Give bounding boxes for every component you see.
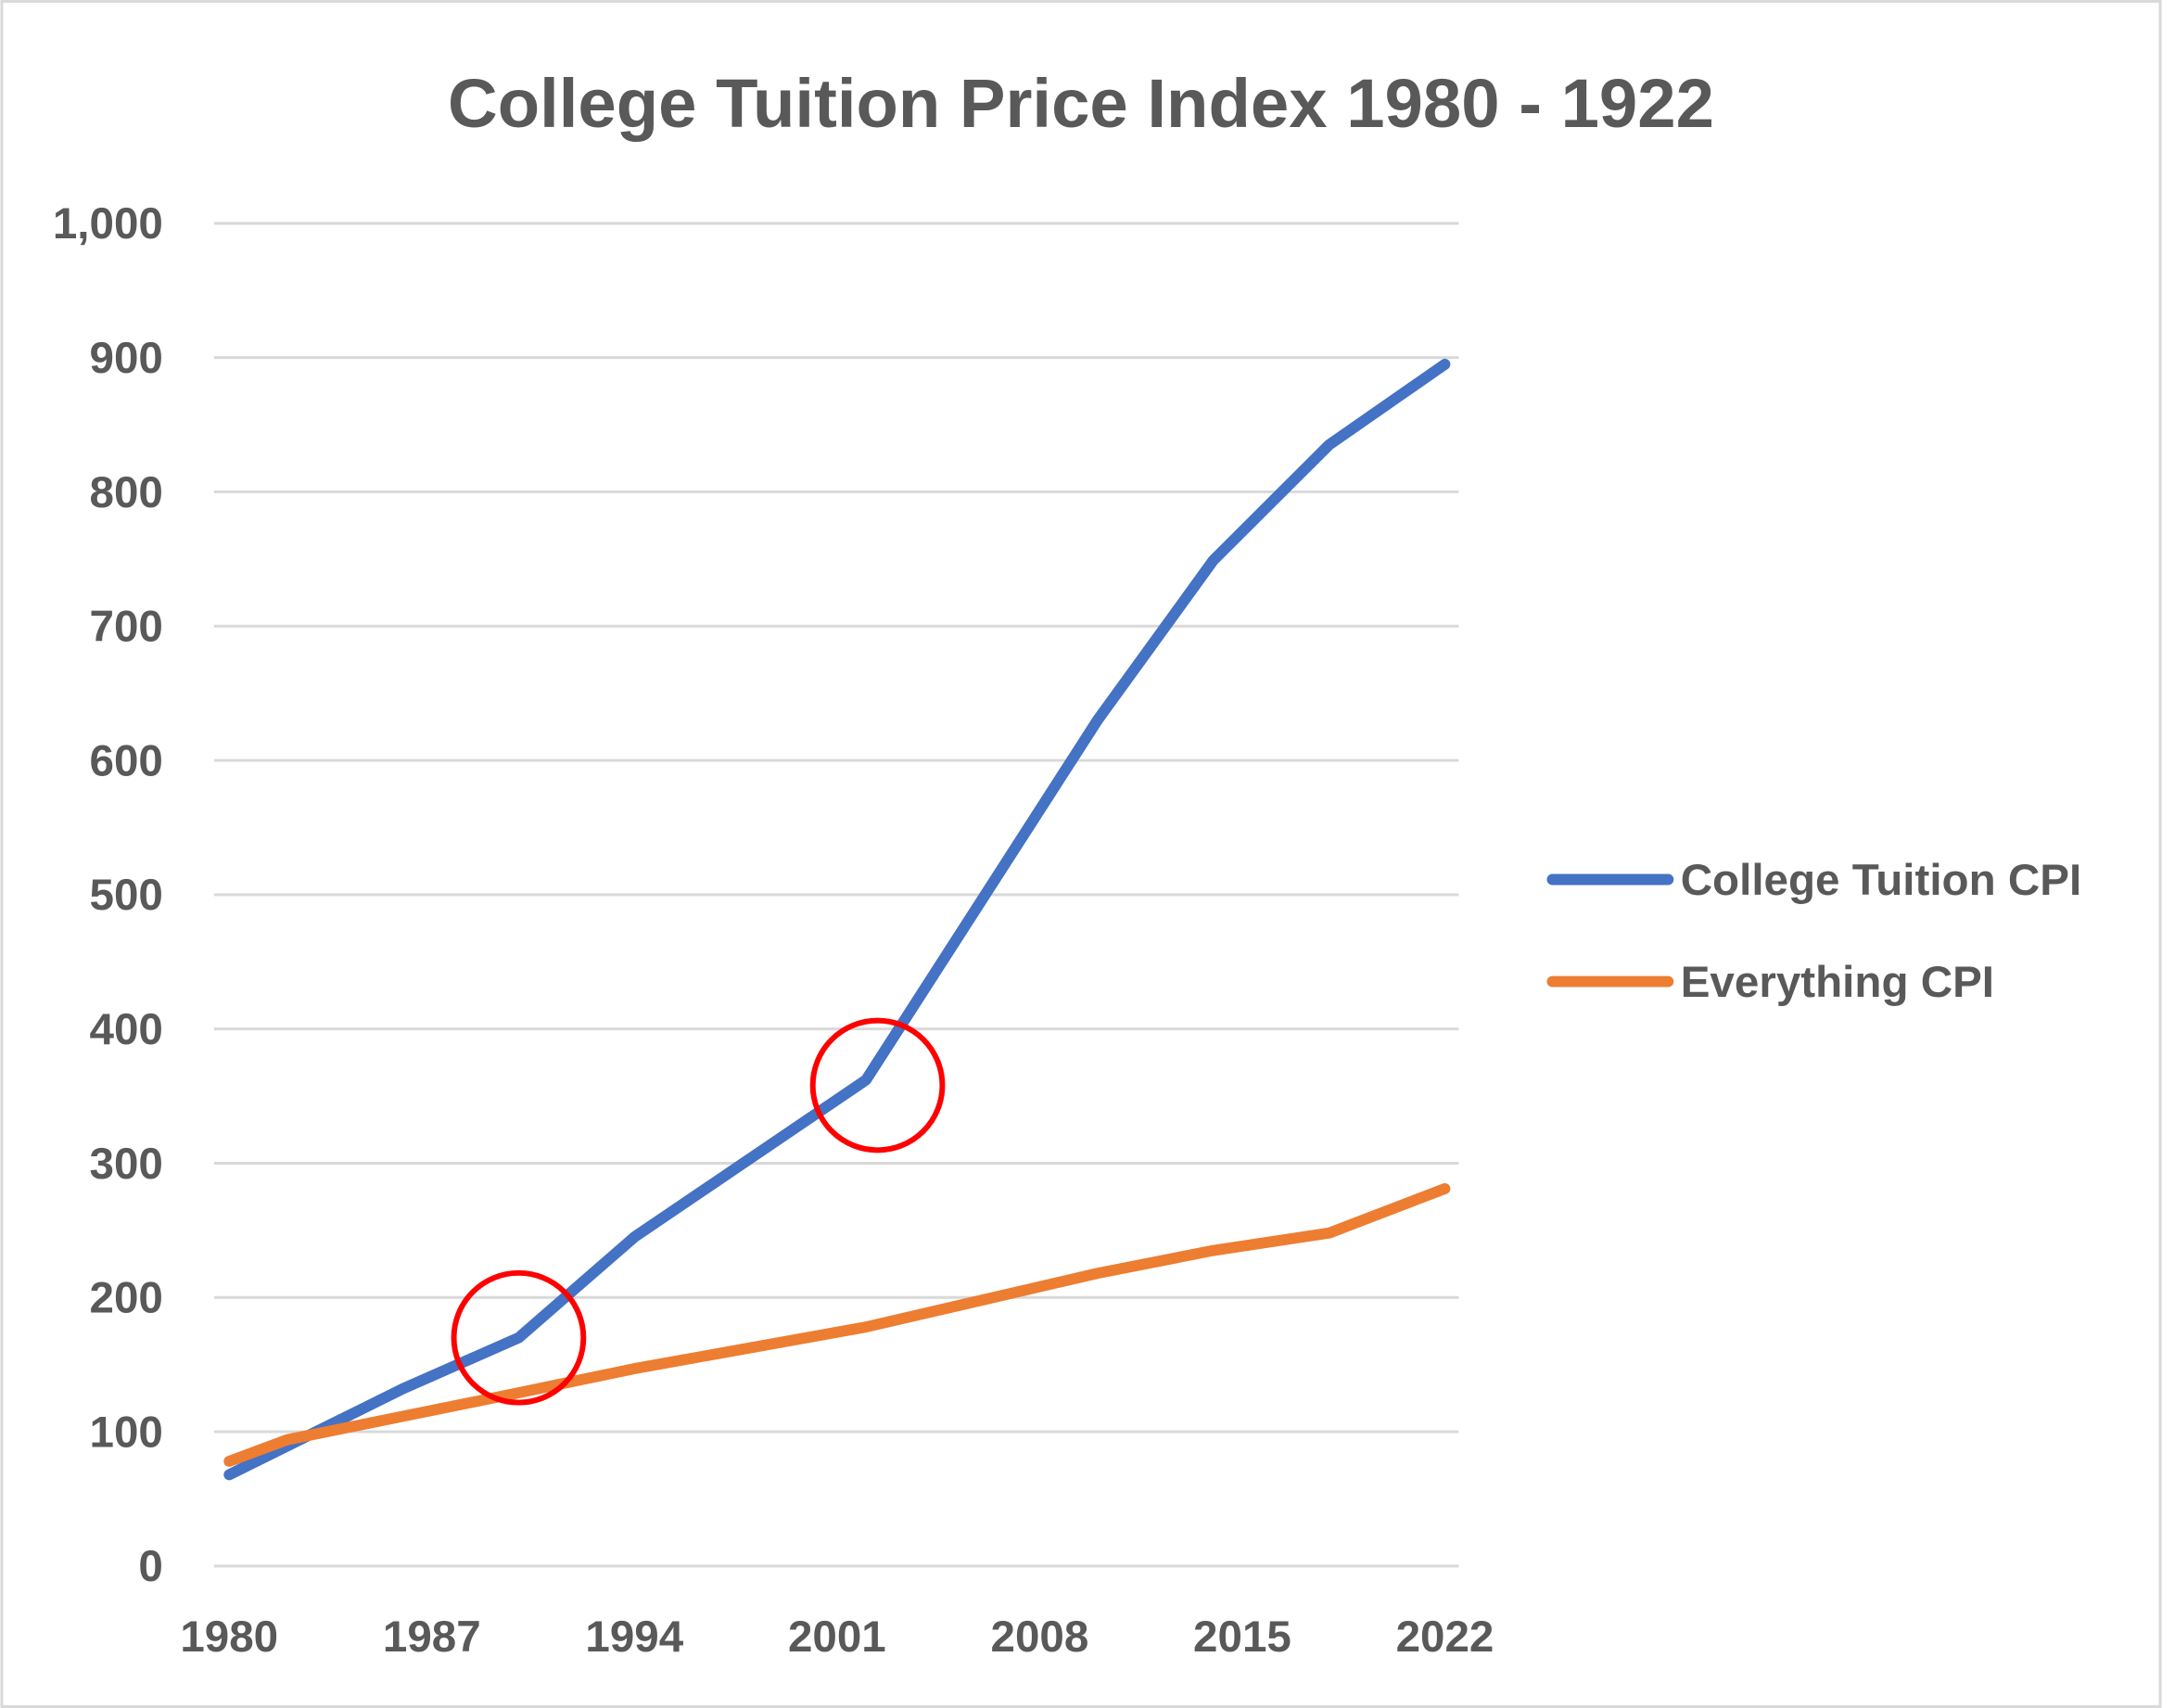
legend-label: Everything CPI bbox=[1681, 958, 1994, 1007]
x-tick-label: 2022 bbox=[1396, 1612, 1494, 1662]
x-tick-label: 2008 bbox=[990, 1612, 1088, 1662]
y-tick-label: 300 bbox=[90, 1140, 163, 1189]
series-line-2 bbox=[223, 1183, 1451, 1467]
x-tick-label: 1994 bbox=[585, 1612, 683, 1662]
y-tick-label: 700 bbox=[90, 603, 163, 652]
series-line-1 bbox=[223, 358, 1451, 1481]
x-tick-label: 1980 bbox=[180, 1612, 278, 1662]
y-tick-label: 100 bbox=[90, 1408, 163, 1457]
y-tick-label: 800 bbox=[90, 468, 163, 517]
y-tick-label: 1,000 bbox=[53, 199, 163, 249]
x-tick-label: 2015 bbox=[1193, 1612, 1291, 1662]
y-tick-label: 500 bbox=[90, 871, 163, 920]
annotation-circle bbox=[451, 1269, 587, 1406]
y-tick-label: 600 bbox=[90, 736, 163, 785]
x-tick-label: 2001 bbox=[788, 1612, 886, 1662]
annotation-circle bbox=[809, 1017, 946, 1154]
y-tick-label: 900 bbox=[90, 334, 163, 383]
y-tick-label: 0 bbox=[138, 1542, 162, 1591]
y-tick-label: 400 bbox=[90, 1005, 163, 1054]
legend-label: College Tuition CPI bbox=[1681, 856, 2081, 905]
chart-title: College Tuition Price Index 1980 - 1922 bbox=[448, 65, 1714, 142]
y-tick-label: 200 bbox=[90, 1274, 163, 1323]
x-tick-label: 1987 bbox=[383, 1612, 481, 1662]
